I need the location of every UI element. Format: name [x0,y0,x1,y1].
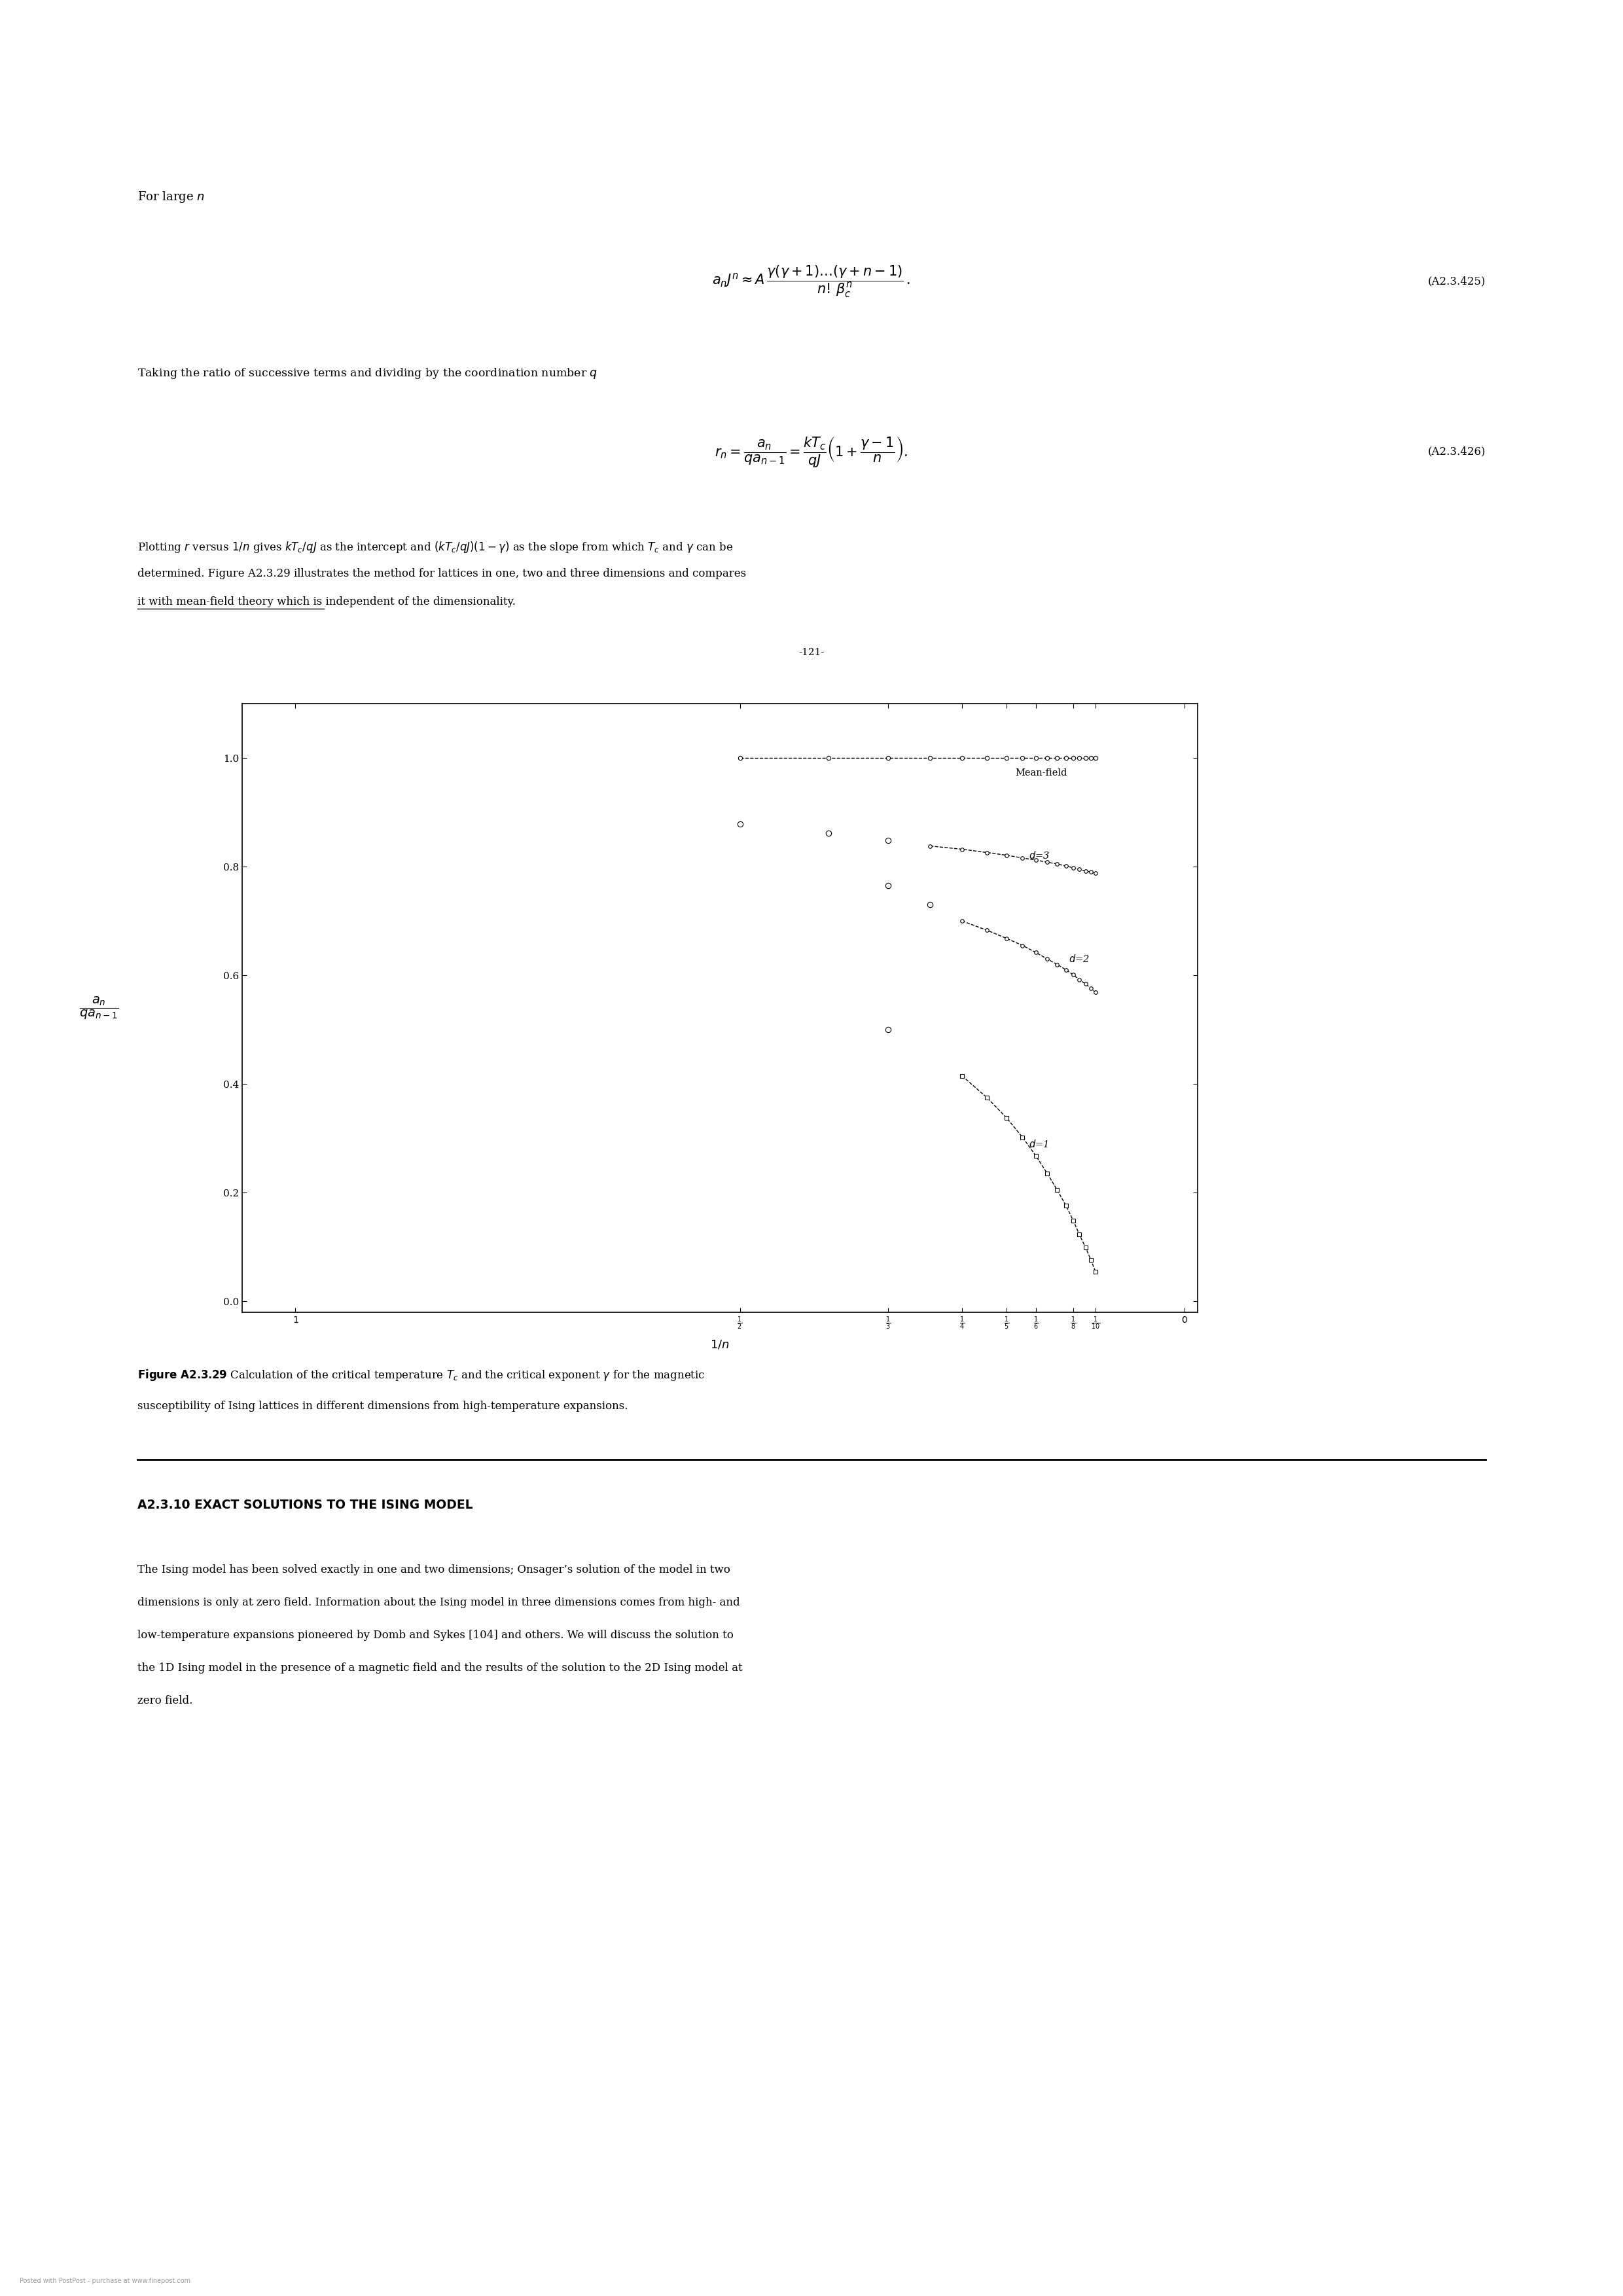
Text: $r_n = \dfrac{a_n}{qa_{n-1}} = \dfrac{kT_c}{qJ}\left(1 + \dfrac{\gamma-1}{n}\rig: $r_n = \dfrac{a_n}{qa_{n-1}} = \dfrac{kT… [714,434,909,468]
Text: $\mathbf{Figure\ A2.3.29}$ Calculation of the critical temperature $T_c$ and the: $\mathbf{Figure\ A2.3.29}$ Calculation o… [138,1368,704,1382]
Text: A2.3.10 EXACT SOLUTIONS TO THE ISING MODEL: A2.3.10 EXACT SOLUTIONS TO THE ISING MOD… [138,1499,472,1511]
Text: zero field.: zero field. [138,1694,193,1706]
Text: Plotting $r$ versus $1/n$ gives $kT_c/qJ$ as the intercept and $(kT_c/qJ)(1-\gam: Plotting $r$ versus $1/n$ gives $kT_c/qJ… [138,540,734,553]
Text: For large $n$: For large $n$ [138,191,204,204]
Text: susceptibility of Ising lattices in different dimensions from high-temperature e: susceptibility of Ising lattices in diff… [138,1401,628,1412]
Text: $a_n J^n \approx A\,\dfrac{\gamma(\gamma+1)\ldots(\gamma+n-1)}{n!\,\beta_c^n}\,.: $a_n J^n \approx A\,\dfrac{\gamma(\gamma… [712,264,911,298]
X-axis label: $1/n$: $1/n$ [711,1339,730,1350]
Text: Posted with PostPost - purchase at www.finepost.com: Posted with PostPost - purchase at www.f… [19,2278,190,2285]
Text: $d$=3: $d$=3 [1029,850,1050,861]
Text: $d$=1: $d$=1 [1029,1139,1048,1148]
Text: (A2.3.426): (A2.3.426) [1428,445,1485,457]
Text: (A2.3.425): (A2.3.425) [1428,276,1485,287]
Text: The Ising model has been solved exactly in one and two dimensions; Onsager’s sol: The Ising model has been solved exactly … [138,1564,730,1575]
Text: -121-: -121- [799,647,824,657]
Text: the 1D Ising model in the presence of a magnetic field and the results of the so: the 1D Ising model in the presence of a … [138,1662,743,1674]
Text: Mean-field: Mean-field [1016,769,1068,778]
Text: determined. Figure A2.3.29 illustrates the method for lattices in one, two and t: determined. Figure A2.3.29 illustrates t… [138,567,747,579]
Text: $\dfrac{a_n}{qa_{n-1}}$: $\dfrac{a_n}{qa_{n-1}}$ [80,994,118,1022]
Text: $d$=2: $d$=2 [1068,953,1089,964]
Text: Taking the ratio of successive terms and dividing by the coordination number $q$: Taking the ratio of successive terms and… [138,367,597,381]
Text: it with mean-field theory which is independent of the dimensionality.: it with mean-field theory which is indep… [138,597,516,608]
Text: low-temperature expansions pioneered by Domb and Sykes [104] and others. We will: low-temperature expansions pioneered by … [138,1630,734,1642]
Text: dimensions is only at zero field. Information about the Ising model in three dim: dimensions is only at zero field. Inform… [138,1598,740,1607]
